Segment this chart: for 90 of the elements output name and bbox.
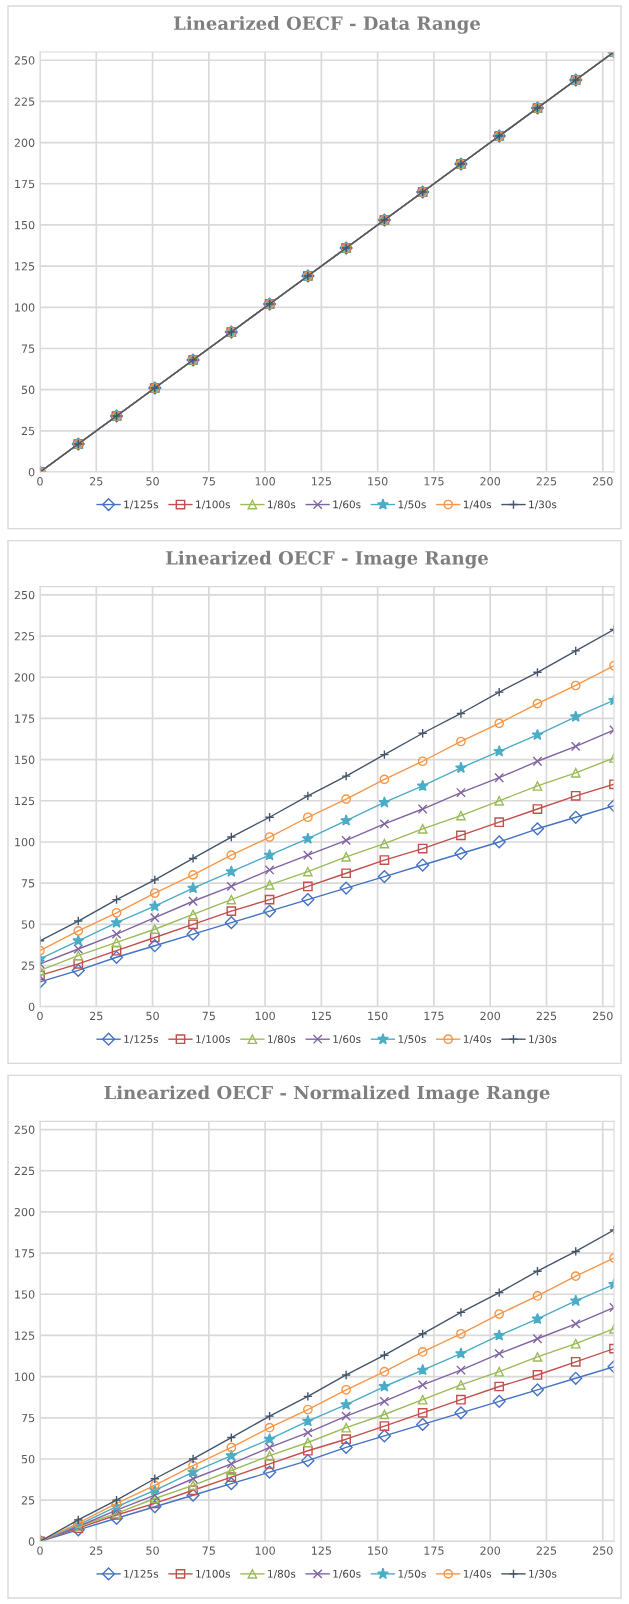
- y-tick-label: 125: [15, 1331, 35, 1340]
- legend-label: 1/80s: [268, 500, 296, 510]
- legend-label: 1/60s: [333, 1569, 361, 1579]
- y-tick-label: 100: [15, 837, 35, 847]
- x-tick-label: 250: [592, 1011, 613, 1021]
- x-tick-label: 175: [424, 1011, 444, 1021]
- y-tick-label: 0: [28, 1537, 35, 1546]
- legend-label: 1/50s: [398, 1569, 426, 1579]
- legend-label: 1/125s: [124, 500, 159, 510]
- y-tick-label: 225: [14, 1166, 35, 1176]
- x-tick-label: 75: [202, 1546, 215, 1555]
- chart-title: Linearized OECF - Normalized Image Range: [104, 1085, 550, 1104]
- legend-label: 1/100s: [196, 1569, 230, 1579]
- y-tick-label: 75: [21, 344, 35, 353]
- legend-label: 1/30s: [529, 500, 557, 510]
- y-tick-label: 250: [14, 590, 35, 600]
- x-tick-label: 175: [424, 477, 444, 486]
- x-tick-label: 100: [255, 1546, 275, 1555]
- y-tick-label: 175: [15, 179, 35, 189]
- y-tick-label: 25: [21, 1496, 35, 1505]
- y-tick-label: 200: [14, 138, 35, 147]
- legend-label: 1/40s: [463, 1569, 492, 1579]
- legend-label: 1/100s: [196, 1035, 230, 1044]
- y-tick-label: 100: [15, 303, 35, 312]
- y-tick-label: 0: [28, 1002, 35, 1012]
- legend-label: 1/30s: [529, 1035, 557, 1044]
- x-tick-label: 225: [536, 1011, 557, 1021]
- legend-label: 1/50s: [398, 500, 426, 510]
- y-tick-label: 150: [15, 1290, 35, 1299]
- x-tick-label: 50: [146, 1546, 159, 1555]
- x-tick-label: 150: [368, 1011, 388, 1021]
- x-tick-label: 125: [311, 1011, 332, 1021]
- legend-label: 1/40s: [463, 1035, 492, 1044]
- x-tick-label: 225: [536, 477, 557, 486]
- y-tick-label: 150: [15, 220, 35, 230]
- chart-title: Linearized OECF - Image Range: [166, 550, 488, 569]
- y-tick-label: 175: [15, 714, 35, 723]
- legend-label: 1/30s: [529, 1569, 557, 1579]
- x-tick-label: 175: [424, 1546, 444, 1555]
- x-tick-label: 50: [146, 1011, 159, 1021]
- y-tick-label: 50: [21, 920, 35, 929]
- y-tick-label: 25: [21, 961, 35, 970]
- x-tick-label: 0: [37, 1546, 43, 1555]
- x-tick-label: 0: [37, 1011, 43, 1021]
- legend-label: 1/40s: [463, 500, 492, 510]
- legend-label: 1/50s: [398, 1035, 426, 1044]
- y-tick-label: 50: [21, 1454, 35, 1464]
- x-tick-label: 150: [368, 1546, 388, 1555]
- y-tick-label: 250: [14, 1125, 35, 1134]
- y-tick-label: 200: [14, 673, 35, 682]
- x-tick-label: 25: [90, 477, 103, 486]
- x-tick-label: 75: [202, 477, 215, 486]
- legend-label: 1/80s: [268, 1569, 296, 1579]
- x-tick-label: 100: [255, 477, 275, 486]
- legend-label: 1/125s: [124, 1035, 159, 1044]
- x-tick-label: 200: [480, 477, 501, 486]
- y-tick-label: 225: [14, 632, 35, 641]
- y-tick-label: 250: [14, 56, 35, 65]
- y-tick-label: 200: [14, 1207, 35, 1217]
- x-tick-label: 125: [311, 1546, 332, 1555]
- y-tick-label: 75: [21, 1413, 35, 1423]
- x-tick-label: 50: [146, 477, 159, 486]
- legend-label: 1/100s: [196, 500, 230, 510]
- legend-label: 1/80s: [268, 1035, 296, 1044]
- y-tick-label: 50: [21, 385, 35, 395]
- y-tick-label: 100: [15, 1372, 35, 1382]
- x-tick-label: 250: [592, 1546, 613, 1555]
- x-tick-label: 25: [90, 1011, 103, 1021]
- y-tick-label: 125: [15, 796, 35, 806]
- legend-label: 1/125s: [124, 1569, 159, 1579]
- x-tick-label: 150: [368, 477, 388, 486]
- y-tick-label: 150: [15, 755, 35, 764]
- chart-title: Linearized OECF - Data Range: [174, 16, 481, 34]
- x-tick-label: 75: [202, 1011, 215, 1021]
- x-tick-label: 0: [37, 477, 43, 486]
- y-tick-label: 25: [21, 426, 35, 436]
- x-tick-label: 250: [592, 477, 613, 486]
- x-tick-label: 200: [480, 1546, 501, 1555]
- y-tick-label: 225: [14, 97, 35, 106]
- y-tick-label: 75: [21, 879, 35, 888]
- x-tick-label: 25: [90, 1546, 103, 1555]
- legend-label: 1/60s: [333, 1035, 361, 1044]
- x-tick-label: 125: [311, 477, 332, 486]
- y-tick-label: 0: [28, 467, 35, 477]
- y-tick-label: 125: [15, 262, 35, 271]
- x-tick-label: 200: [480, 1011, 501, 1021]
- x-tick-label: 225: [536, 1546, 557, 1555]
- x-tick-label: 100: [255, 1011, 275, 1021]
- y-tick-label: 175: [15, 1249, 35, 1258]
- legend-label: 1/60s: [333, 500, 361, 510]
